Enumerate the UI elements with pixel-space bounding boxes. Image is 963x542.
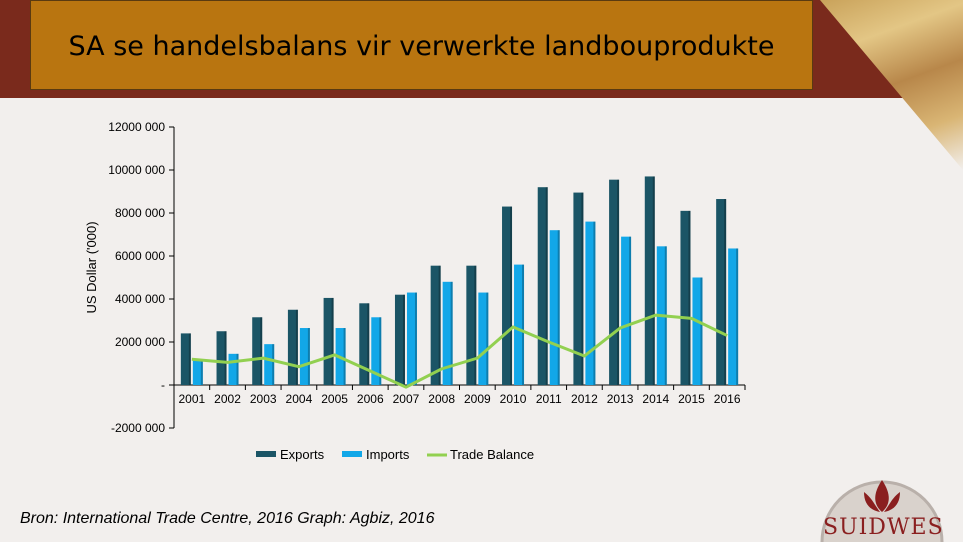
x-tick-label: 2003 xyxy=(250,392,277,406)
x-tick-label: 2013 xyxy=(607,392,634,406)
bar-exports xyxy=(252,317,263,385)
y-tick-label: -2000 000 xyxy=(111,421,165,435)
bar-imports xyxy=(228,353,239,385)
bar-exports-shade xyxy=(617,179,620,385)
bar-imports-shade xyxy=(557,230,560,385)
suidwes-logo-icon xyxy=(820,480,944,542)
bar-imports-shade xyxy=(736,248,739,385)
x-tick-label: 2012 xyxy=(571,392,598,406)
logo-text: SUIDWES xyxy=(823,515,944,540)
x-tick-label: 2009 xyxy=(464,392,491,406)
bar-exports xyxy=(323,297,334,385)
bar-imports-shade xyxy=(593,221,596,385)
bar-exports-shade xyxy=(688,210,691,385)
title-box: SA se handelsbalans vir verwerkte landbo… xyxy=(30,0,813,90)
x-tick-label: 2001 xyxy=(178,392,205,406)
x-tick-label: 2014 xyxy=(642,392,669,406)
x-tick-label: 2004 xyxy=(286,392,313,406)
bar-imports-shade xyxy=(307,328,310,385)
legend-swatch-imports xyxy=(342,451,362,457)
bar-imports xyxy=(478,292,489,385)
bar-exports xyxy=(716,199,727,385)
bar-exports-shade xyxy=(510,206,513,385)
y-tick-label: 4000 000 xyxy=(115,292,165,306)
bar-exports-shade xyxy=(474,265,477,385)
bar-exports xyxy=(466,265,477,385)
x-tick-label: 2015 xyxy=(678,392,705,406)
x-tick-label: 2016 xyxy=(714,392,741,406)
y-tick-label: 6000 000 xyxy=(115,249,165,263)
legend-label-imports: Imports xyxy=(366,447,410,462)
bar-imports xyxy=(264,344,275,385)
x-tick-label: 2008 xyxy=(428,392,455,406)
bar-imports-shade xyxy=(522,264,525,385)
bar-exports-shade xyxy=(224,331,227,385)
bar-imports xyxy=(585,221,596,385)
bar-exports xyxy=(359,303,370,385)
bar-imports xyxy=(728,248,739,385)
bar-imports xyxy=(442,281,453,385)
bar-imports xyxy=(192,359,203,385)
x-tick-label: 2010 xyxy=(500,392,527,406)
bar-imports-shade xyxy=(272,344,275,385)
bar-imports xyxy=(406,292,417,385)
x-tick-label: 2011 xyxy=(536,392,562,406)
bar-exports-shade xyxy=(438,265,441,385)
bar-exports xyxy=(216,331,227,385)
bar-exports xyxy=(430,265,441,385)
bar-exports xyxy=(180,333,191,385)
y-tick-label: - xyxy=(161,378,165,392)
bar-exports xyxy=(609,179,620,385)
bar-imports-shade xyxy=(629,236,632,385)
bar-exports-shade xyxy=(724,199,727,385)
bar-imports-shade xyxy=(700,277,703,385)
line-trade-balance xyxy=(191,313,728,389)
x-tick-label: 2005 xyxy=(321,392,348,406)
bar-exports xyxy=(644,176,655,385)
bar-exports-shade xyxy=(367,303,370,385)
bar-exports-shade xyxy=(402,294,405,385)
bar-imports-shade xyxy=(414,292,417,385)
bar-imports-shade xyxy=(379,317,382,385)
legend-swatch-exports xyxy=(256,451,276,457)
bar-exports xyxy=(394,294,405,385)
bar-exports-shade xyxy=(295,309,298,385)
y-axis-title: US Dollar ('000) xyxy=(84,221,99,313)
bar-exports xyxy=(287,309,298,385)
bar-exports xyxy=(502,206,513,385)
x-tick-label: 2006 xyxy=(357,392,384,406)
bar-imports-shade xyxy=(200,359,203,385)
y-tick-label: 8000 000 xyxy=(115,206,165,220)
y-tick-label: 12000 000 xyxy=(108,120,165,134)
bar-imports-shade xyxy=(343,328,346,385)
bar-exports-shade xyxy=(331,297,334,385)
bar-exports xyxy=(680,210,691,385)
bar-exports-shade xyxy=(652,176,655,385)
bar-imports xyxy=(692,277,703,385)
y-tick-label: 2000 000 xyxy=(115,335,165,349)
bar-exports-shade xyxy=(581,192,584,385)
bar-imports xyxy=(299,328,310,385)
bar-exports-shade xyxy=(188,333,191,385)
legend-label-trade-balance: Trade Balance xyxy=(450,447,534,462)
x-tick-label: 2007 xyxy=(393,392,420,406)
bar-exports xyxy=(537,187,548,385)
bar-imports-shade xyxy=(236,353,239,385)
bar-imports xyxy=(514,264,525,385)
bar-imports-shade xyxy=(450,281,453,385)
source-note: Bron: International Trade Centre, 2016 G… xyxy=(20,510,435,527)
bar-imports xyxy=(621,236,632,385)
bar-exports-shade xyxy=(545,187,548,385)
y-tick-label: 10000 000 xyxy=(108,163,165,177)
page-title: SA se handelsbalans vir verwerkte landbo… xyxy=(68,31,775,62)
bar-imports xyxy=(549,230,560,385)
bar-exports-shade xyxy=(260,317,263,385)
bar-exports xyxy=(573,192,584,385)
legend-label-exports: Exports xyxy=(280,447,325,462)
bar-imports xyxy=(371,317,382,385)
bar-imports-shade xyxy=(486,292,489,385)
x-tick-label: 2002 xyxy=(214,392,241,406)
